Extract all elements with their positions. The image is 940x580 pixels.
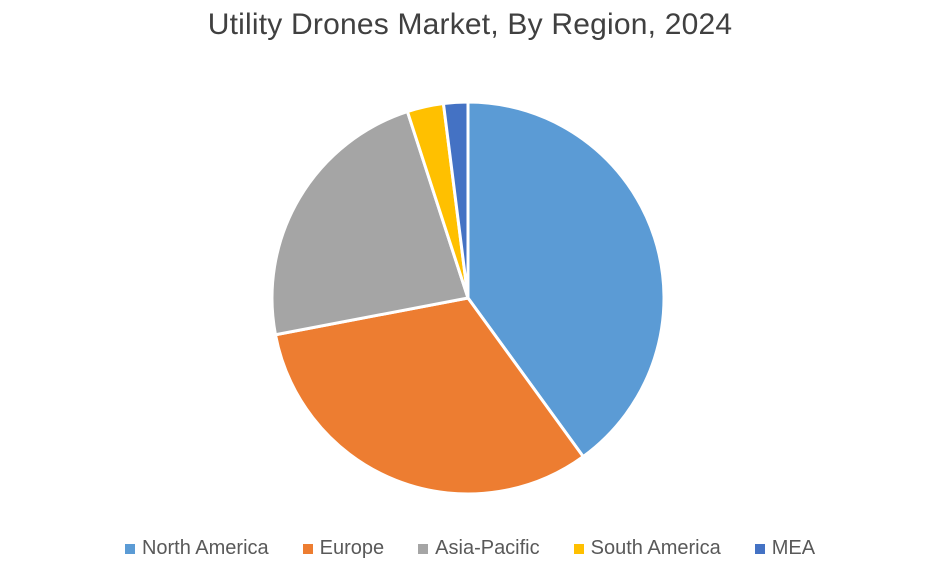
legend-label-asia-pacific: Asia-Pacific <box>435 537 540 559</box>
legend-item-asia-pacific: Asia-Pacific <box>418 537 540 560</box>
legend-swatch-asia-pacific <box>418 543 429 554</box>
legend-item-mea: MEA <box>754 537 816 560</box>
legend-label-south-america: South America <box>590 537 721 559</box>
pie-slice-europe <box>273 296 585 496</box>
chart-title: Utility Drones Market, By Region, 2024 <box>207 8 733 41</box>
legend-label-mea: MEA <box>771 537 816 559</box>
legend-swatch-south-america <box>573 543 584 554</box>
legend-item-north-america: North America <box>124 537 269 560</box>
pie-slice-mea <box>441 100 470 300</box>
legend-swatch-europe <box>302 543 313 554</box>
legend-label-north-america: North America <box>141 537 269 559</box>
legend-swatch-mea <box>754 543 765 554</box>
pie-slice-north-america <box>466 100 666 459</box>
legend-item-south-america: South America <box>573 537 721 560</box>
legend-item-europe: Europe <box>302 537 385 560</box>
legend-swatch-north-america <box>124 543 135 554</box>
pie-slice-asia-pacific <box>270 110 470 337</box>
chart-legend: North America Europe Asia-Pacific South Ame… <box>0 537 940 560</box>
legend-label-europe: Europe <box>319 537 385 559</box>
